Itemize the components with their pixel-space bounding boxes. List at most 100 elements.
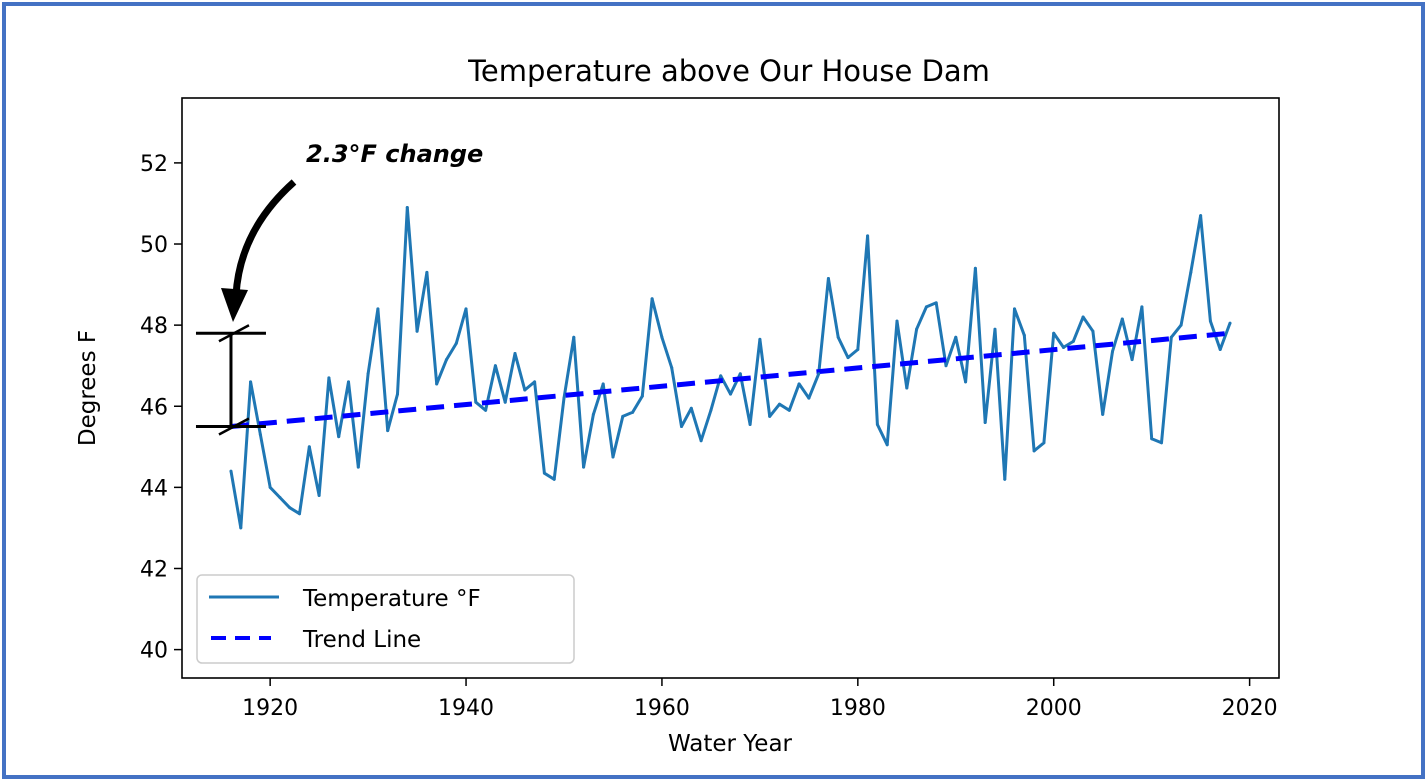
data-point — [415, 329, 419, 333]
data-point — [787, 408, 791, 412]
data-point — [288, 506, 292, 510]
data-point — [631, 410, 635, 414]
data-point — [1003, 477, 1007, 481]
data-point — [533, 380, 537, 384]
data-point — [239, 526, 243, 530]
data-point — [1179, 323, 1183, 327]
data-point — [249, 380, 253, 384]
data-point — [748, 423, 752, 427]
data-point — [699, 439, 703, 443]
data-point — [689, 406, 693, 410]
data-point — [895, 319, 899, 323]
y-tick-label: 52 — [140, 152, 168, 177]
data-point — [836, 335, 840, 339]
data-point — [444, 358, 448, 362]
data-point — [670, 366, 674, 370]
data-point — [1199, 214, 1203, 218]
data-point — [1169, 335, 1173, 339]
y-axis: 40 42 44 46 48 50 52 — [140, 152, 182, 664]
data-point — [621, 414, 625, 418]
x-tick-label: 1980 — [830, 696, 886, 721]
data-point — [1042, 441, 1046, 445]
data-point — [777, 402, 781, 406]
x-tick-label: 2000 — [1026, 696, 1082, 721]
data-point — [729, 392, 732, 396]
data-point — [1150, 437, 1154, 441]
x-tick-label: 1960 — [634, 696, 690, 721]
data-point — [905, 386, 909, 390]
data-point — [572, 335, 576, 339]
data-point — [1208, 319, 1212, 323]
legend-box — [196, 574, 575, 664]
data-point — [934, 301, 938, 305]
data-point — [347, 380, 351, 384]
data-point — [464, 307, 468, 311]
data-point — [768, 414, 772, 418]
x-axis-label: Water Year — [668, 731, 793, 757]
data-point — [875, 423, 879, 427]
data-point — [719, 374, 723, 378]
data-point — [356, 465, 360, 469]
data-point — [1052, 331, 1056, 335]
x-tick-label: 1940 — [438, 696, 494, 721]
data-point — [954, 335, 958, 339]
data-point — [513, 352, 517, 356]
data-point — [376, 307, 380, 311]
y-tick-label: 48 — [140, 314, 168, 339]
data-point — [1228, 321, 1232, 325]
data-point — [993, 327, 997, 331]
data-point — [405, 206, 409, 210]
data-point — [1140, 305, 1144, 309]
data-point — [1189, 270, 1193, 274]
data-point — [611, 455, 615, 459]
y-tick-label: 46 — [140, 395, 168, 420]
data-point — [523, 388, 527, 392]
data-point — [307, 445, 311, 449]
y-tick-label: 40 — [140, 639, 168, 664]
data-point — [885, 443, 889, 447]
data-point — [640, 394, 644, 398]
data-point — [327, 376, 331, 380]
data-point — [552, 477, 556, 481]
data-point — [493, 364, 497, 368]
data-point — [807, 396, 811, 400]
data-point — [650, 297, 654, 301]
data-point — [826, 276, 830, 280]
data-point — [1159, 441, 1163, 445]
data-point — [395, 392, 399, 396]
data-point — [1062, 345, 1066, 349]
data-point — [983, 420, 987, 424]
data-point — [562, 396, 566, 400]
data-point — [1110, 349, 1114, 353]
bracket-slash — [218, 417, 250, 436]
data-point — [317, 493, 321, 497]
data-point — [924, 305, 928, 309]
data-point — [738, 372, 742, 376]
data-point — [846, 356, 850, 360]
data-point — [680, 425, 684, 429]
data-point — [601, 382, 605, 386]
data-point — [817, 372, 821, 376]
data-point — [386, 429, 390, 433]
annotation-group: 2.3°F change — [195, 140, 483, 436]
x-axis: 1920 1940 1960 1980 2000 2020 — [242, 678, 1278, 721]
data-point — [660, 335, 664, 339]
data-point — [973, 266, 977, 270]
data-point — [709, 408, 713, 412]
data-point — [474, 400, 478, 404]
y-tick-label: 50 — [140, 233, 168, 258]
data-point — [542, 471, 546, 475]
data-point — [454, 341, 458, 345]
data-point — [1071, 339, 1075, 343]
data-point — [268, 485, 272, 489]
y-tick-label: 44 — [140, 476, 168, 501]
data-point — [856, 347, 860, 351]
data-point — [1032, 449, 1036, 453]
data-point — [866, 234, 870, 238]
data-point — [582, 465, 586, 469]
data-point — [435, 382, 439, 386]
data-point — [1013, 307, 1017, 311]
data-point — [758, 337, 762, 341]
data-point — [944, 364, 948, 368]
